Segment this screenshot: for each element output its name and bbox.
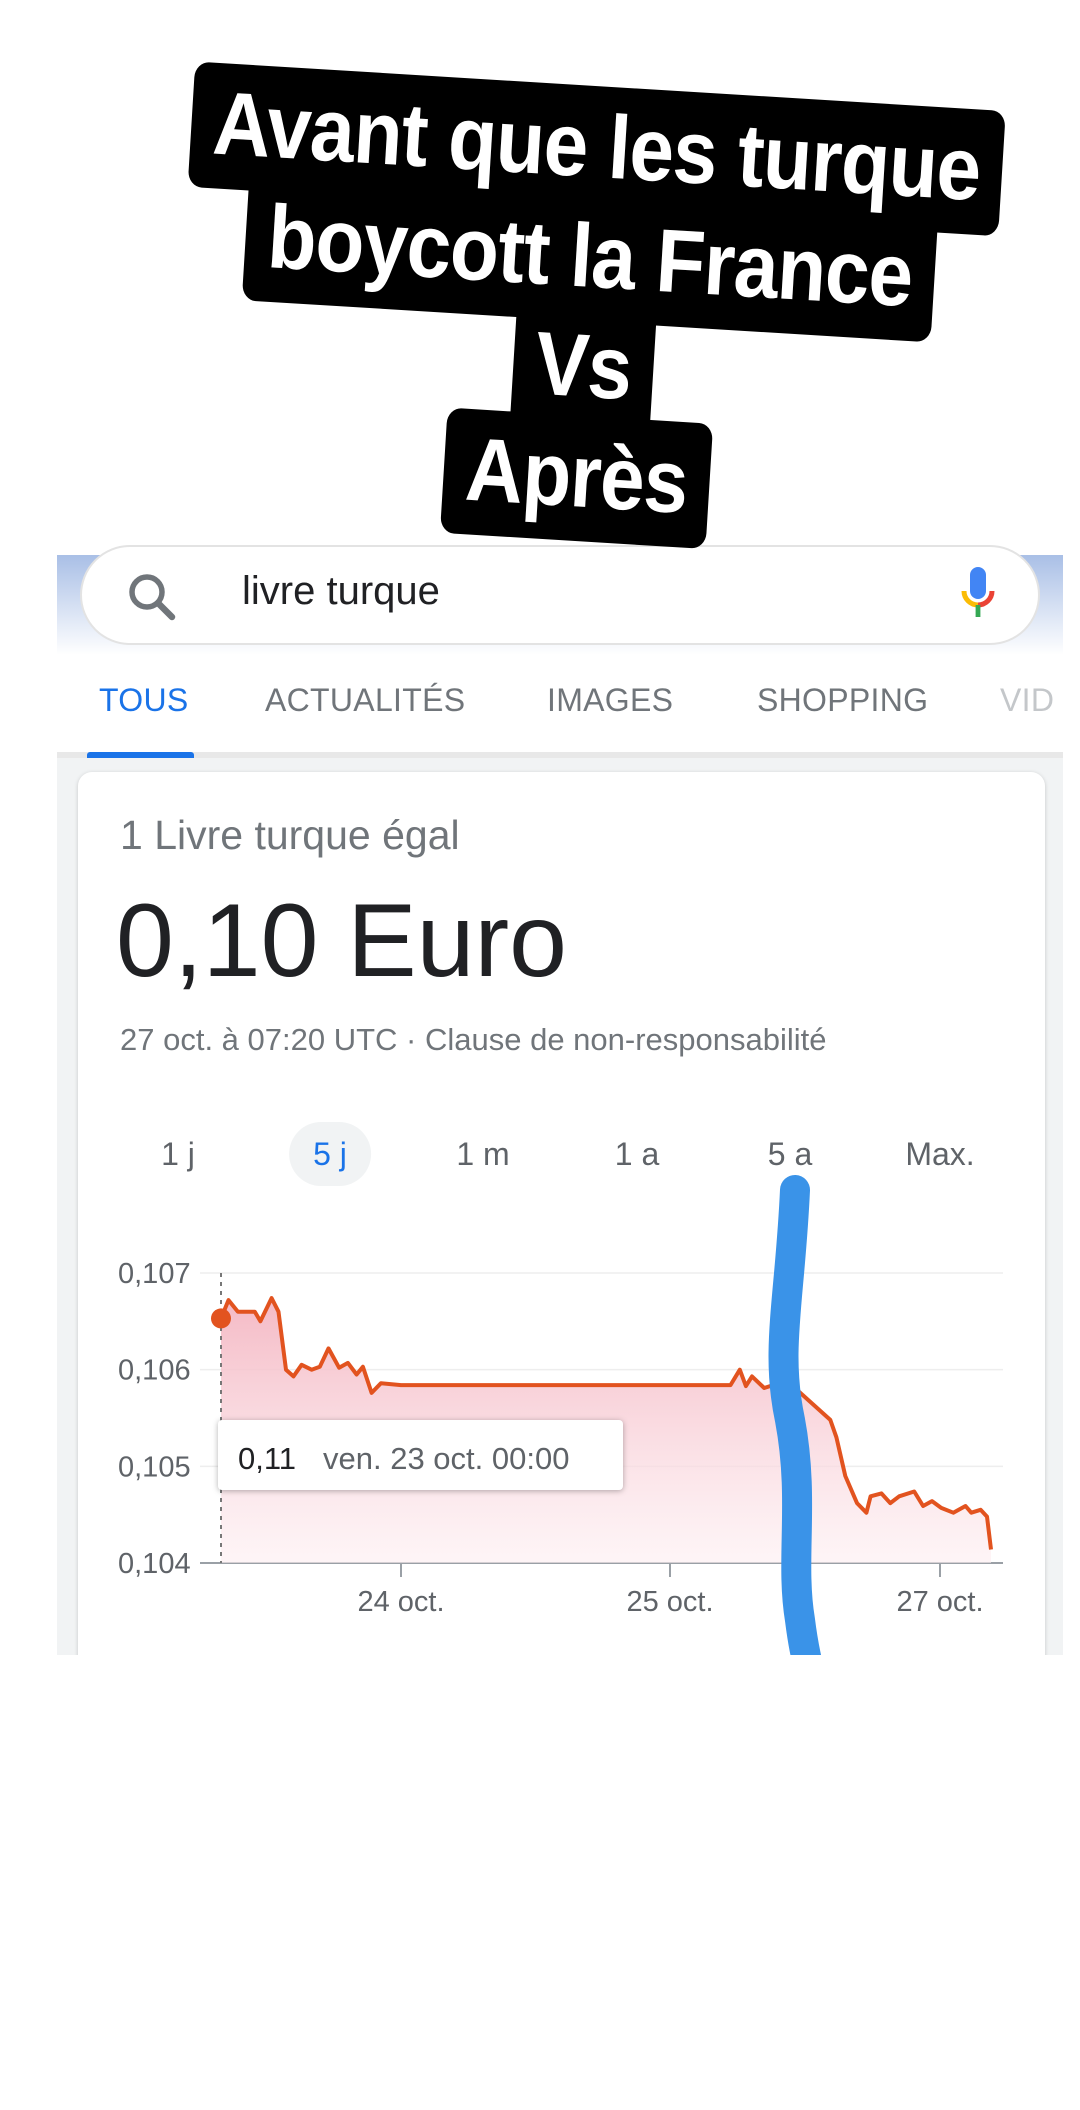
hover-point: [211, 1308, 231, 1329]
active-tab-indicator: [87, 752, 194, 758]
search-tabs: TOUS ACTUALITÉS IMAGES SHOPPING VID: [57, 672, 1063, 758]
tooltip-label: ven. 23 oct. 00:00: [323, 1441, 569, 1476]
caption-line: Après: [440, 407, 714, 549]
tab-videos[interactable]: VID: [1000, 682, 1055, 718]
tab-shopping[interactable]: SHOPPING: [757, 682, 929, 718]
x-tick-label: 24 oct.: [357, 1586, 444, 1618]
tab-images[interactable]: IMAGES: [547, 682, 674, 718]
range-5a[interactable]: 5 a: [767, 1136, 813, 1172]
blank-area: [0, 1655, 1080, 2110]
search-input[interactable]: livre turque: [242, 569, 440, 613]
x-tick-label: 27 oct.: [896, 1586, 983, 1618]
microphone-icon[interactable]: [958, 565, 998, 627]
tab-tous[interactable]: TOUS: [99, 682, 189, 718]
range-1a[interactable]: 1 a: [614, 1136, 660, 1172]
tooltip: 0,11 ven. 23 oct. 00:00: [218, 1420, 623, 1490]
y-tick-label: 0,105: [118, 1451, 191, 1483]
range-max[interactable]: Max.: [905, 1136, 975, 1172]
range-1m[interactable]: 1 m: [456, 1136, 510, 1172]
converted-value: 0,10 Euro: [116, 883, 567, 999]
chart-line: [219, 1296, 993, 1550]
timestamp-disclaimer[interactable]: 27 oct. à 07:20 UTC · Clause de non-resp…: [120, 1022, 827, 1057]
overlay-caption: Avant que les turque boycott la France V…: [124, 61, 1049, 560]
y-tick-label: 0,107: [118, 1258, 191, 1290]
tooltip-value: 0,11: [238, 1441, 296, 1476]
hand-drawn-divider-stroke: [768, 1175, 830, 1705]
y-tick-label: 0,104: [118, 1548, 191, 1580]
search-icon[interactable]: [122, 567, 182, 627]
equals-label: 1 Livre turque égal: [120, 812, 460, 858]
range-1j[interactable]: 1 j: [161, 1136, 195, 1172]
search-bar[interactable]: livre turque: [80, 545, 1040, 645]
x-tick-label: 25 oct.: [626, 1586, 713, 1618]
range-5j[interactable]: 5 j: [289, 1122, 371, 1186]
y-tick-label: 0,106: [118, 1355, 191, 1387]
tab-actualites[interactable]: ACTUALITÉS: [265, 682, 466, 718]
